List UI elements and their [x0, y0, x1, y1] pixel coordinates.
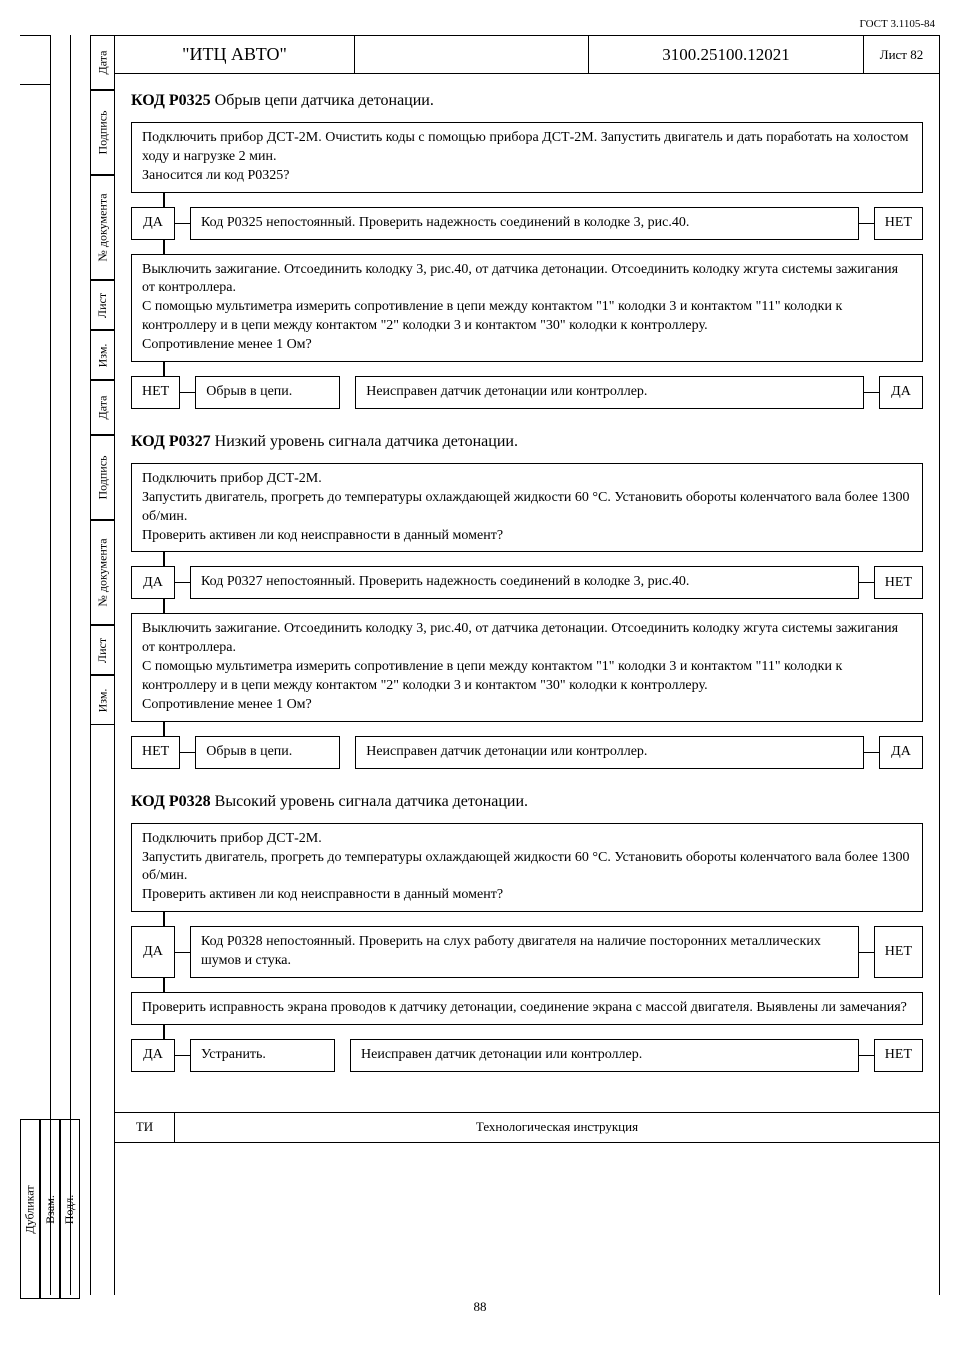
- res-right: Неисправен датчик детонации или контролл…: [355, 736, 864, 769]
- decision-row: ДА Код P0325 непостоянный. Проверить над…: [131, 207, 923, 240]
- step-box: Подключить прибор ДСТ-2М. Очистить коды …: [131, 122, 923, 193]
- header-row: "ИТЦ АВТО" 3100.25100.12021 Лист 82: [115, 36, 939, 74]
- net-label: НЕТ: [131, 736, 180, 769]
- page-number: 88: [20, 1299, 940, 1315]
- step-box: Выключить зажигание. Отсоединить колодку…: [131, 613, 923, 721]
- decision-row: ДА Код P0328 непостоянный. Проверить на …: [131, 926, 923, 978]
- step-box: Выключить зажигание. Отсоединить колодку…: [131, 254, 923, 362]
- net-label: НЕТ: [874, 1039, 923, 1072]
- page: ГОСТ 3.1105-84 Дата Подпись № документа …: [0, 0, 960, 1359]
- da-label: ДА: [879, 376, 923, 409]
- podl-label: Подл.: [63, 1194, 78, 1223]
- step-box: Подключить прибор ДСТ-2М. Запустить двиг…: [131, 823, 923, 913]
- main-content: "ИТЦ АВТО" 3100.25100.12021 Лист 82 КОД …: [115, 35, 940, 1295]
- margin-podpis: Подпись: [96, 110, 111, 154]
- da-label: ДА: [131, 566, 175, 599]
- da-label: ДА: [879, 736, 923, 769]
- step-box: Проверить исправность экрана проводов к …: [131, 992, 923, 1025]
- left-margin: Дата Подпись № документа Лист Изм. Дата …: [20, 35, 115, 1295]
- result-row: НЕТ Обрыв в цепи. Неисправен датчик дето…: [131, 736, 923, 769]
- margin-data2: Дата: [95, 396, 110, 420]
- step-mid: Код P0327 непостоянный. Проверить надежн…: [190, 566, 859, 599]
- margin-ndoc: № документа: [96, 193, 111, 261]
- margin-list2: Лист: [96, 637, 111, 662]
- section-title: КОД P0325 Обрыв цепи датчика детонации.: [131, 92, 923, 110]
- step-box: Подключить прибор ДСТ-2М. Запустить двиг…: [131, 463, 923, 553]
- title-text: Низкий уровень сигнала датчика детонации…: [215, 433, 518, 450]
- gost-label: ГОСТ 3.1105-84: [860, 18, 935, 30]
- net-label: НЕТ: [874, 566, 923, 599]
- margin-list: Лист: [96, 292, 111, 317]
- footer-ti: ТИ: [115, 1113, 175, 1142]
- da-label: ДА: [131, 926, 175, 978]
- margin-podpis2: Подпись: [96, 455, 111, 499]
- title-code: КОД P0327: [131, 433, 211, 450]
- title-code: КОД P0328: [131, 793, 211, 810]
- decision-row: ДА Код P0327 непостоянный. Проверить над…: [131, 566, 923, 599]
- margin-izm2: Изм.: [96, 688, 111, 712]
- margin-data: Дата: [95, 51, 110, 75]
- step-mid: Код P0325 непостоянный. Проверить надежн…: [190, 207, 859, 240]
- dublikat-label: Дубликат: [23, 1185, 38, 1233]
- result-row: ДА Устранить. Неисправен датчик детонаци…: [131, 1039, 923, 1072]
- bottom-left-labels: Дубликат Взам. Подл.: [20, 1119, 80, 1299]
- result-row: НЕТ Обрыв в цепи. Неисправен датчик дето…: [131, 376, 923, 409]
- section-title: КОД P0327 Низкий уровень сигнала датчика…: [131, 433, 923, 451]
- vzam-label: Взам.: [43, 1195, 58, 1224]
- res-right: Неисправен датчик детонации или контролл…: [355, 376, 864, 409]
- header-code: 3100.25100.12021: [589, 36, 864, 73]
- res-left: Устранить.: [190, 1039, 335, 1072]
- net-label: НЕТ: [874, 207, 923, 240]
- da-label: ДА: [131, 207, 175, 240]
- footer-label: Технологическая инструкция: [175, 1113, 939, 1142]
- res-right: Неисправен датчик детонации или контролл…: [350, 1039, 859, 1072]
- header-sheet: Лист 82: [864, 36, 939, 73]
- outer-frame: Дата Подпись № документа Лист Изм. Дата …: [20, 35, 940, 1295]
- net-label: НЕТ: [874, 926, 923, 978]
- net-label: НЕТ: [131, 376, 180, 409]
- margin-ndoc2: № документа: [96, 538, 111, 606]
- section-title: КОД P0328 Высокий уровень сигнала датчик…: [131, 793, 923, 811]
- footer-row: ТИ Технологическая инструкция: [115, 1113, 939, 1143]
- title-text: Высокий уровень сигнала датчика детонаци…: [215, 793, 528, 810]
- title-text: Обрыв цепи датчика детонации.: [215, 92, 434, 109]
- margin-izm: Изм.: [96, 343, 111, 367]
- content-body: КОД P0325 Обрыв цепи датчика детонации. …: [115, 74, 939, 1113]
- header-company: "ИТЦ АВТО": [115, 36, 355, 73]
- step-mid: Код P0328 непостоянный. Проверить на слу…: [190, 926, 859, 978]
- res-left: Обрыв в цепи.: [195, 736, 340, 769]
- header-mid: [355, 36, 589, 73]
- da-label: ДА: [131, 1039, 175, 1072]
- title-code: КОД P0325: [131, 92, 211, 109]
- res-left: Обрыв в цепи.: [195, 376, 340, 409]
